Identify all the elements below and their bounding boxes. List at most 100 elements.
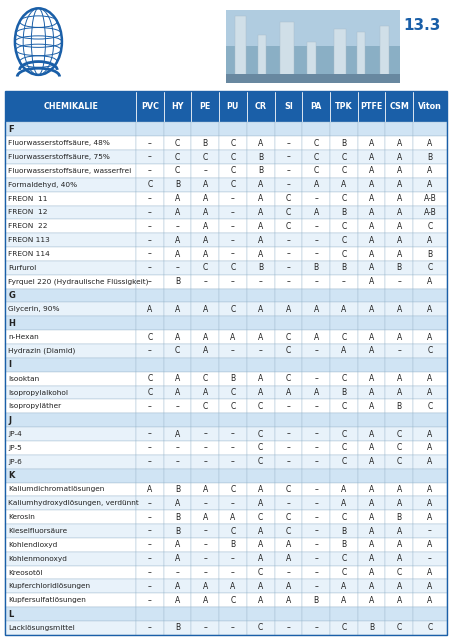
Text: C: C [285,513,290,522]
Bar [357,261,385,275]
Text: A: A [368,596,373,605]
Text: A: A [175,388,179,397]
Text: A: A [368,374,373,383]
Bar [385,275,412,289]
Text: –: – [230,222,235,231]
Text: A: A [368,333,373,342]
Text: C: C [258,429,262,438]
Bar [412,538,446,552]
Text: –: – [147,277,152,286]
Text: A: A [202,236,207,244]
Text: A: A [396,374,401,383]
Bar [136,150,163,164]
Text: J: J [8,416,11,425]
Bar [219,91,246,122]
Bar [302,483,329,497]
Text: A: A [341,499,345,508]
Text: Fluorwasserstoffsäure, wasserfrei: Fluorwasserstoffsäure, wasserfrei [8,168,131,174]
Text: –: – [313,513,318,522]
Bar [219,566,246,579]
Text: C: C [396,444,401,452]
Text: A: A [258,374,262,383]
Bar [219,136,246,150]
Bar [412,205,446,220]
Bar [191,289,219,303]
Text: –: – [427,554,431,563]
Bar [274,178,302,192]
Bar [219,344,246,358]
Text: –: – [230,429,235,438]
Text: Fyrquel 220 (Hydraulische Flüssigkeit): Fyrquel 220 (Hydraulische Flüssigkeit) [8,278,148,285]
Bar [191,566,219,579]
Text: A: A [396,180,401,189]
Text: FREON 114: FREON 114 [8,251,50,257]
Bar [219,579,246,593]
Text: A: A [285,540,290,549]
Bar [191,275,219,289]
Text: –: – [313,457,318,467]
Text: A: A [258,236,262,244]
Bar [136,220,163,233]
Bar [5,303,136,316]
Bar [136,344,163,358]
Bar [163,136,191,150]
Text: A: A [313,208,318,217]
Text: A: A [285,388,290,397]
Bar [274,607,302,621]
Text: –: – [175,568,179,577]
Text: A: A [396,540,401,549]
Text: A: A [368,568,373,577]
Bar [302,579,329,593]
Bar [163,497,191,510]
Text: C: C [230,402,235,411]
Bar [136,524,163,538]
Text: –: – [147,152,152,161]
Text: A: A [426,457,432,467]
Bar [412,497,446,510]
Bar [219,621,246,635]
Bar [246,261,274,275]
Text: A: A [368,263,373,273]
Bar [357,233,385,247]
Bar [302,621,329,635]
Text: C: C [341,250,345,259]
Bar [5,497,136,510]
Bar [163,344,191,358]
Text: C: C [341,194,345,203]
Text: –: – [230,346,235,355]
Bar [412,136,446,150]
Bar [246,413,274,427]
Bar [136,91,163,122]
Bar [274,468,302,483]
Bar [163,303,191,316]
Text: C: C [313,166,318,175]
Text: –: – [313,250,318,259]
Bar [302,427,329,441]
Text: B: B [396,402,401,411]
Text: –: – [147,513,152,522]
Text: Isooktan: Isooktan [8,376,39,381]
Bar [163,91,191,122]
Bar [163,275,191,289]
Text: Kieselfluorsäure: Kieselfluorsäure [8,528,67,534]
Bar [274,91,302,122]
Text: –: – [203,444,207,452]
Bar [246,566,274,579]
Bar [191,164,219,178]
Bar [329,358,357,372]
Bar [329,413,357,427]
Text: A: A [175,429,179,438]
Text: A: A [258,250,262,259]
Bar [385,358,412,372]
Bar [385,468,412,483]
Text: B: B [396,513,401,522]
Text: –: – [203,457,207,467]
Text: A: A [175,250,179,259]
Text: –: – [147,554,152,563]
Text: C: C [258,568,262,577]
Bar [191,247,219,261]
Text: A: A [202,208,207,217]
Bar [219,220,246,233]
Bar [219,275,246,289]
Bar [136,289,163,303]
